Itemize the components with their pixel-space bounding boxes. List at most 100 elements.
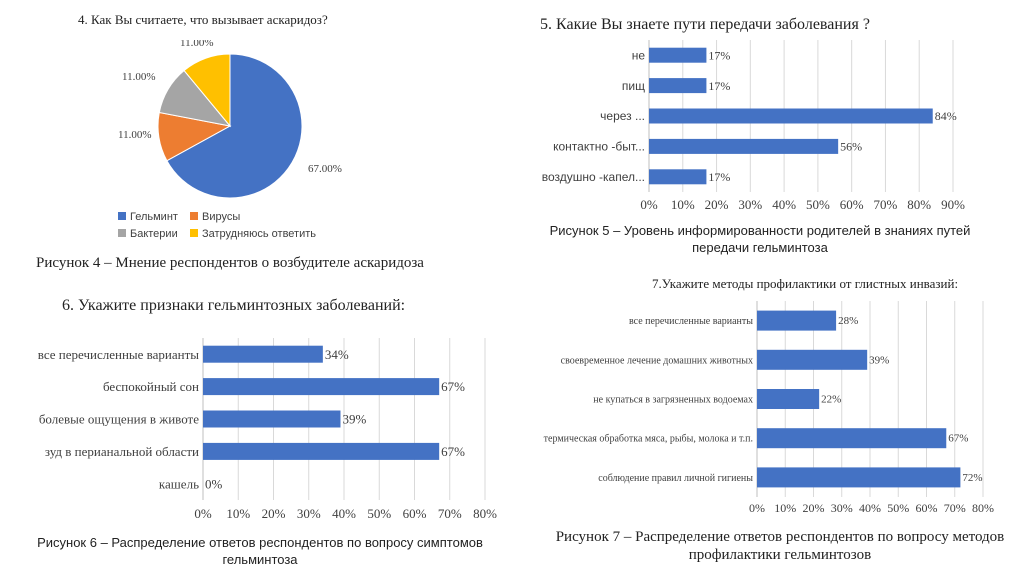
x-tick-label: 70% (438, 506, 462, 521)
bar (757, 349, 868, 370)
pie-data-label-0: 67.00% (308, 163, 342, 175)
pie-data-label-3: 11.00% (180, 40, 214, 49)
x-tick-label: 60% (403, 506, 427, 521)
legend-swatch (118, 229, 126, 237)
pie-legend: Гельминт Вирусы Бактерии Затрудняюсь отв… (118, 211, 358, 245)
data-label: 28% (838, 315, 858, 327)
category-label: все перечисленные варианты (38, 347, 199, 362)
x-tick-label: 60% (840, 197, 864, 212)
legend-item-helminth: Гельминт (118, 211, 178, 223)
bar (203, 442, 440, 460)
x-tick-label: 0% (194, 506, 212, 521)
data-label: 56% (840, 140, 862, 154)
legend-item-bacteria: Бактерии (118, 228, 178, 240)
data-label: 34% (325, 347, 349, 362)
bar (757, 310, 837, 331)
x-tick-label: 80% (972, 501, 994, 515)
pie-data-label-2: 11.00% (122, 71, 156, 83)
legend-swatch (190, 212, 198, 220)
figure-7-caption: Рисунок 7 – Распределение ответов респон… (550, 528, 1010, 564)
x-tick-label: 20% (803, 501, 825, 515)
pie-slice-0 (166, 53, 303, 199)
category-label: контактно -быт... (553, 140, 645, 154)
x-tick-label: 40% (332, 506, 356, 521)
data-label: 17% (708, 170, 730, 184)
data-label: 39% (342, 412, 366, 427)
bar (649, 169, 707, 185)
x-tick-label: 30% (831, 501, 853, 515)
data-label: 0% (205, 476, 223, 491)
x-tick-label: 30% (297, 506, 321, 521)
data-label: 67% (441, 444, 465, 459)
data-label: 67% (441, 379, 465, 394)
chart6-title: 6. Укажите признаки гельминтозных заболе… (62, 297, 406, 314)
chart5-title: 5. Какие Вы знаете пути передачи заболев… (540, 16, 870, 33)
chart7: 0% 10% 20% 30% 40% 50% 60% 70% 80% все перечислен… (544, 301, 994, 515)
chart6: 0% 10% 20% 30% 40% 50% 60% 70% 80%все перечислен… (38, 338, 497, 521)
bar (757, 467, 961, 488)
data-label: 72% (962, 472, 982, 484)
x-tick-label: 50% (887, 501, 909, 515)
bar (649, 78, 707, 94)
category-label: кашель (159, 476, 199, 491)
legend-label: Вирусы (202, 211, 241, 223)
x-tick-label: 0% (640, 197, 658, 212)
chart5: 0% 10% 20% 30% 40% 50% 60% 70% 80% 90% не 17% пищ 17%… (542, 40, 965, 212)
bar (649, 47, 707, 63)
bar (203, 410, 341, 428)
legend-label: Бактерии (130, 228, 178, 240)
x-tick-label: 10% (671, 197, 695, 212)
legend-item-viruses: Вирусы (190, 211, 240, 223)
legend-swatch (190, 229, 198, 237)
pie-data-label-1: 11.00% (118, 129, 152, 141)
x-tick-label: 80% (907, 197, 931, 212)
x-tick-label: 0% (749, 501, 765, 515)
x-tick-label: 80% (473, 506, 497, 521)
figure-5-caption-text: Рисунок 5 – Уровень информированности ро… (549, 223, 971, 255)
x-tick-label: 30% (738, 197, 762, 212)
figure-6-caption: Рисунок 6 – Распределение ответов респон… (20, 534, 500, 568)
x-tick-label: 90% (941, 197, 965, 212)
data-label: 39% (869, 354, 889, 366)
pie-chart-title: 4. Как Вы считаете, что вызывает аскарид… (78, 12, 328, 27)
legend-swatch (118, 212, 126, 220)
legend-label: Гельминт (130, 211, 178, 223)
x-tick-label: 10% (774, 501, 796, 515)
pie-slice-3 (183, 53, 231, 128)
bar (203, 345, 323, 363)
data-label: 22% (821, 394, 841, 406)
bar (649, 108, 933, 124)
category-label: не купаться в загрязненных водоемах (593, 395, 753, 406)
x-tick-label: 40% (859, 501, 881, 515)
category-label: пищ (622, 79, 645, 93)
figure-6-caption-text: Рисунок 6 – Распределение ответов респон… (37, 535, 483, 567)
bar (649, 138, 839, 154)
data-label: 17% (708, 79, 730, 93)
category-label: термическая обработка мяса, рыбы, молока… (544, 434, 753, 445)
category-label: беспокойный сон (103, 379, 199, 394)
bar (757, 389, 820, 409)
category-label: болевые ощущения в животе (39, 412, 199, 427)
figure-4-caption: Рисунок 4 – Мнение респондентов о возбуд… (36, 255, 424, 271)
x-tick-label: 40% (772, 197, 796, 212)
x-tick-label: 10% (226, 506, 250, 521)
x-tick-label: 60% (916, 501, 938, 515)
x-tick-label: 50% (367, 506, 391, 521)
pie-chart: 67.00% 11.00% 11.00% 11.00% (118, 40, 342, 199)
legend-label: Затрудняюсь ответить (202, 228, 317, 240)
chart7-title: 7.Укажите методы профилактики от глистны… (652, 276, 959, 291)
x-tick-label: 70% (944, 501, 966, 515)
bar (203, 378, 440, 396)
figure-7-caption-text: Рисунок 7 – Распределение ответов респон… (555, 529, 1005, 563)
data-label: 84% (935, 109, 957, 123)
category-label: все перечисленные варианты (629, 316, 753, 327)
x-tick-label: 50% (806, 197, 830, 212)
data-label: 67% (948, 433, 968, 445)
category-label: своевременное лечение домашних животных (561, 355, 753, 366)
x-tick-label: 20% (705, 197, 729, 212)
category-label: через ... (600, 109, 645, 123)
x-tick-label: 70% (874, 197, 898, 212)
data-label: 17% (708, 48, 730, 62)
category-label: соблюдение правил личной гигиены (598, 473, 753, 484)
category-label: не (632, 48, 646, 62)
